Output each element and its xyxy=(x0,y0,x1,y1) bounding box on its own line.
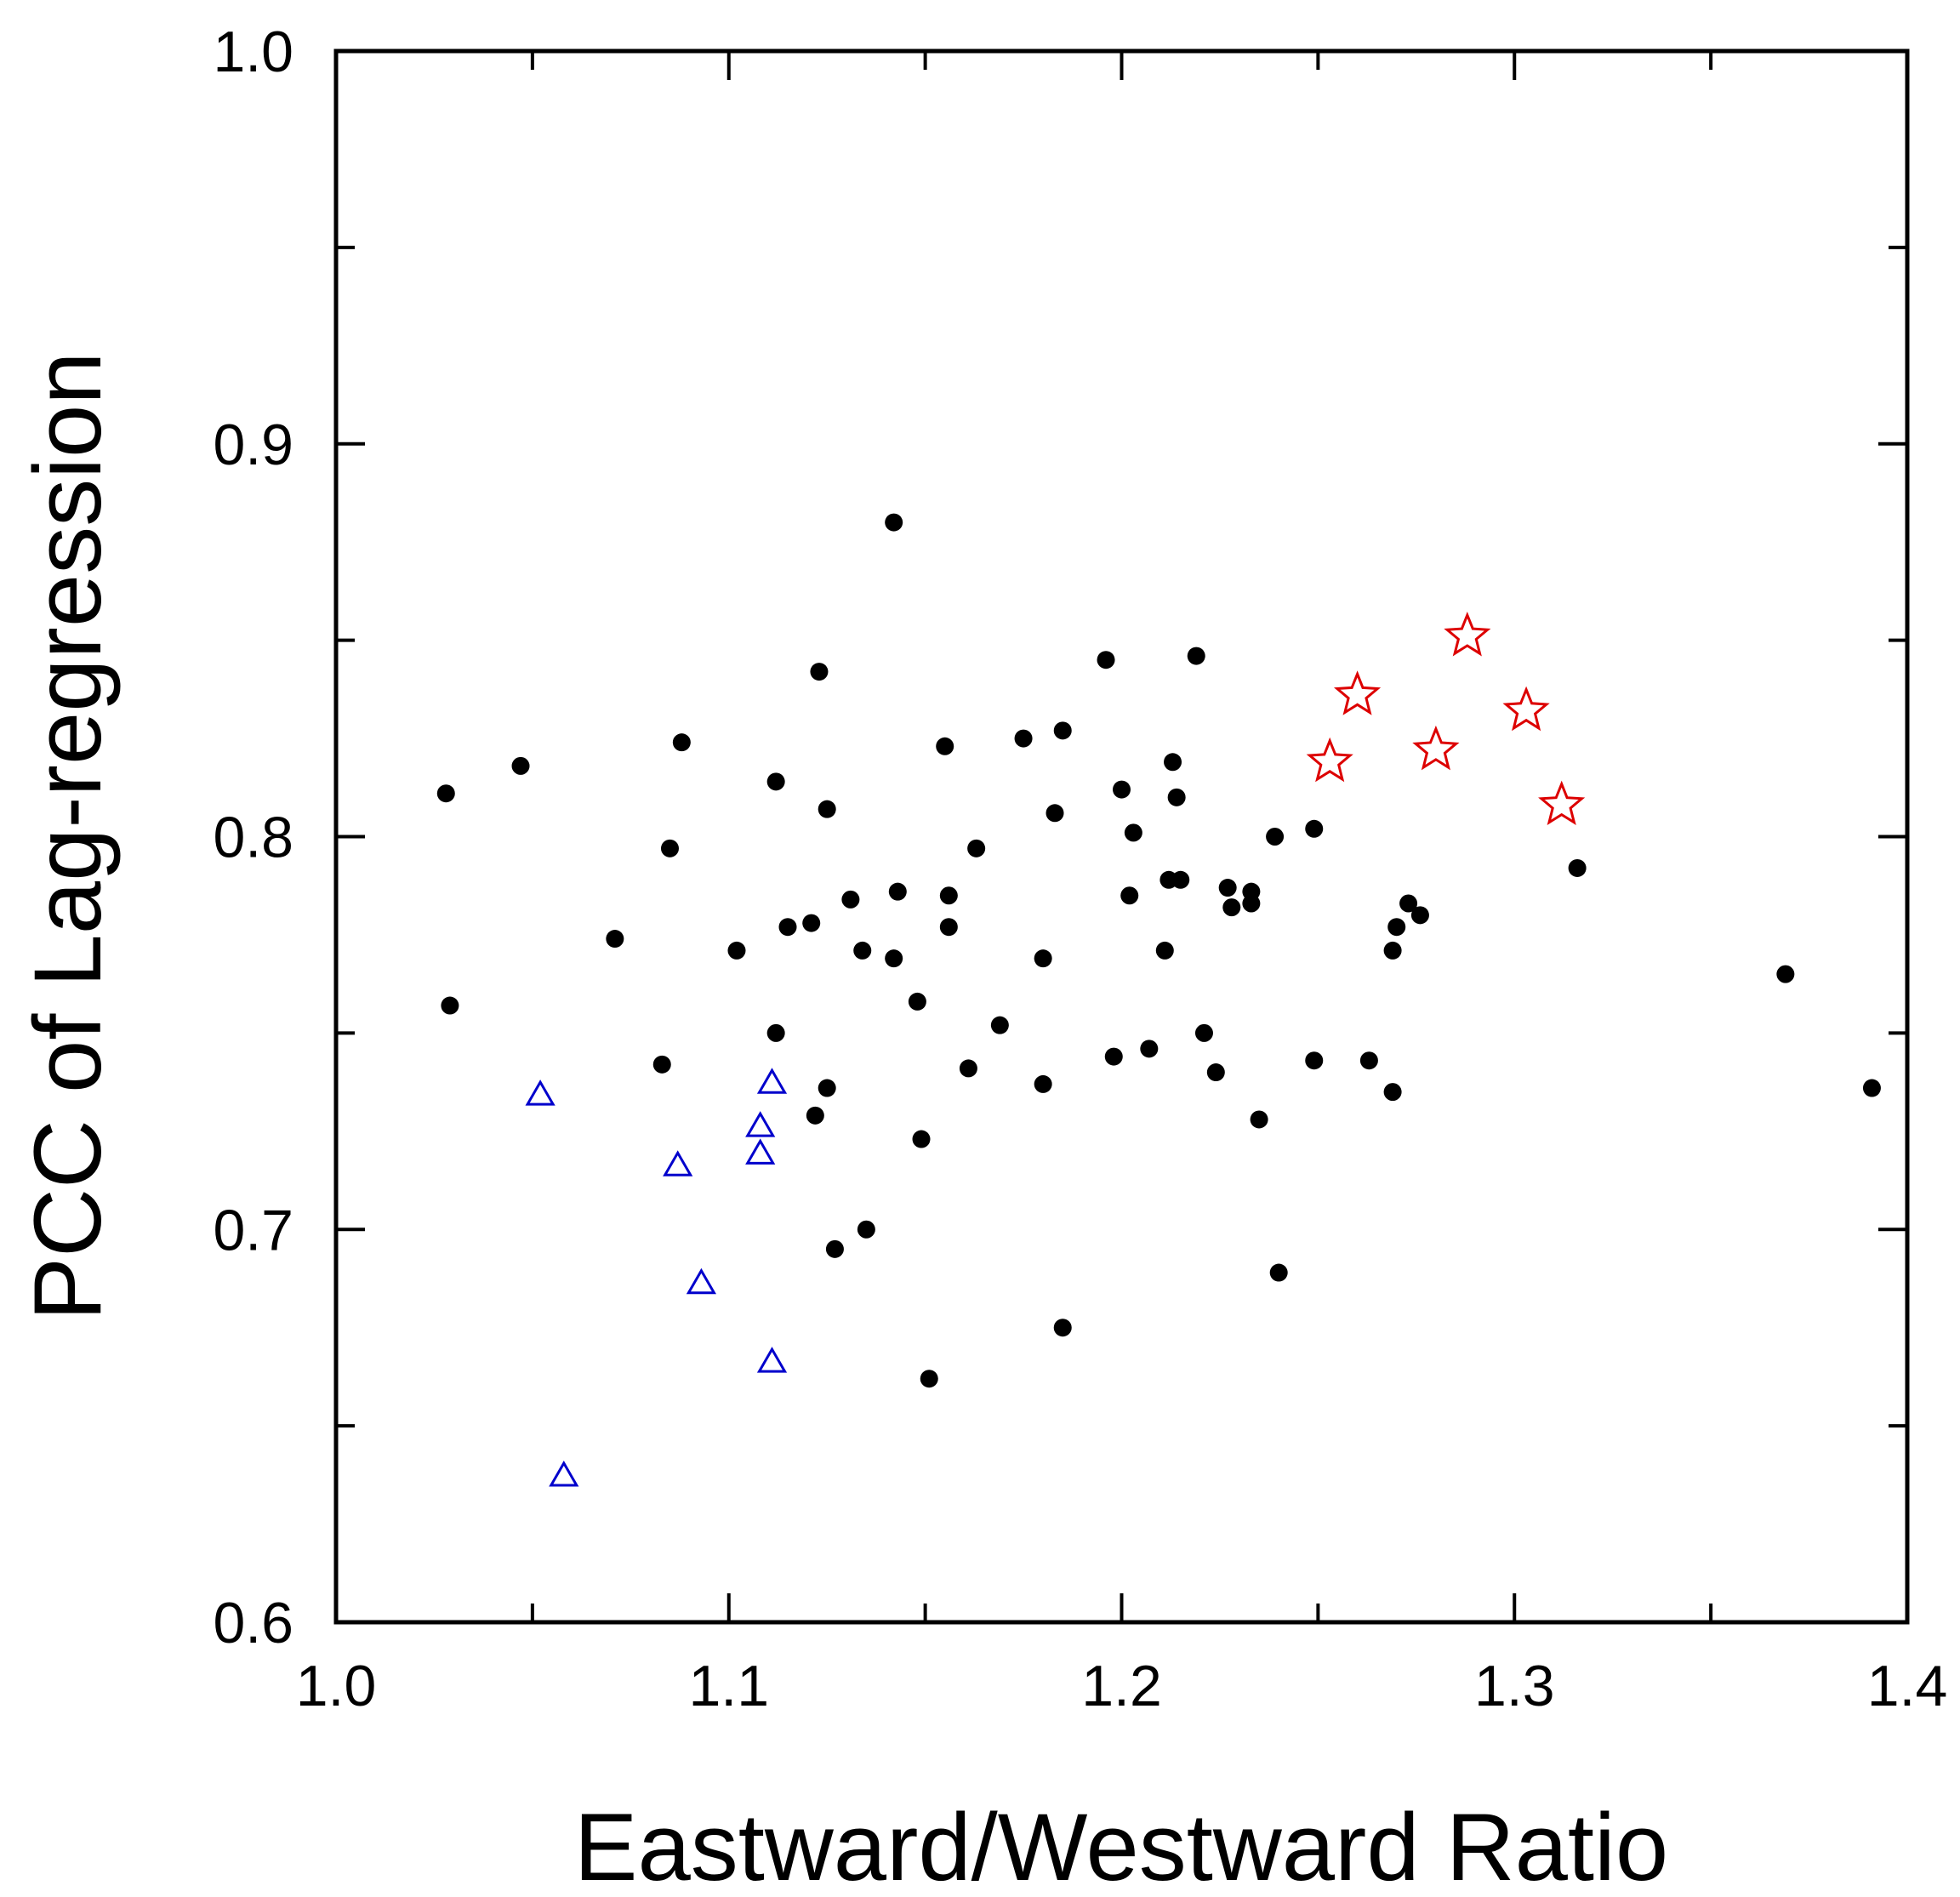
data-point-dot xyxy=(853,941,872,960)
data-point-dot xyxy=(606,930,624,948)
data-point-triangle xyxy=(663,1150,693,1176)
data-point-dot xyxy=(1187,647,1205,665)
y-tick-label: 1.0 xyxy=(213,20,293,84)
data-point-dot xyxy=(1097,651,1115,669)
data-point-dot xyxy=(1218,879,1237,897)
data-point-triangle xyxy=(549,1460,579,1487)
data-point-triangle xyxy=(745,1111,776,1137)
data-point-dot xyxy=(1305,819,1324,838)
data-point-dot xyxy=(1387,918,1406,937)
x-tick-label: 1.2 xyxy=(1081,1654,1162,1718)
data-point-dot xyxy=(818,800,836,818)
data-point-triangle xyxy=(756,1347,788,1373)
data-point-dot xyxy=(1206,1063,1225,1082)
data-point-dot xyxy=(818,1079,836,1097)
data-point-dot xyxy=(1053,1319,1072,1337)
data-point-dot xyxy=(857,1220,875,1239)
data-point-dot xyxy=(1014,729,1033,748)
data-point-star xyxy=(1412,725,1460,771)
data-point-triangle xyxy=(686,1268,716,1295)
data-point-dot xyxy=(1222,898,1241,917)
tick-labels: 1.0 1.1 1.2 1.3 1.4 0.6 0.7 0.8 0.9 1.0 xyxy=(213,20,1947,1718)
data-point-dot xyxy=(936,737,954,755)
data-point-dot xyxy=(888,882,907,901)
data-point-dot xyxy=(1383,941,1402,960)
data-point-triangle xyxy=(525,1080,556,1106)
x-tick-label: 1.4 xyxy=(1867,1654,1948,1718)
data-point-dot xyxy=(825,1239,844,1258)
data-point-dot xyxy=(1266,828,1285,846)
data-point-dot xyxy=(1124,823,1142,842)
data-point-dot xyxy=(1140,1040,1159,1058)
data-point-dot xyxy=(802,914,821,932)
data-point-dot xyxy=(1053,721,1072,740)
data-point-dot xyxy=(1034,949,1052,968)
data-point-dot xyxy=(1164,753,1182,772)
data-point-dot xyxy=(912,1130,931,1148)
data-point-dot xyxy=(1046,804,1064,823)
data-point-dot xyxy=(652,1055,671,1074)
x-axis-label: Eastward/Westward Ratio xyxy=(574,1794,1668,1897)
data-point-dot xyxy=(1171,870,1190,889)
data-point-triangle xyxy=(745,1138,776,1165)
data-point-dot xyxy=(1194,1023,1213,1042)
data-point-star xyxy=(1333,670,1382,715)
y-tick-label: 0.9 xyxy=(213,413,293,477)
data-point-dot xyxy=(766,772,785,791)
data-point-star xyxy=(1306,737,1353,783)
x-tick-label: 1.1 xyxy=(688,1654,769,1718)
data-point-dot xyxy=(672,733,691,752)
data-point-dot xyxy=(908,992,926,1011)
data-point-dot xyxy=(1242,894,1261,913)
data-point-dot xyxy=(885,949,903,968)
x-tick-label: 1.0 xyxy=(296,1654,377,1718)
data-point-star xyxy=(1538,780,1586,826)
data-point-dot xyxy=(1120,886,1139,905)
data-point-dot xyxy=(1104,1047,1123,1066)
data-point-dot xyxy=(1399,894,1418,913)
data-point-dot xyxy=(939,918,958,937)
data-point-triangle xyxy=(756,1068,788,1094)
x-tick-label: 1.3 xyxy=(1474,1654,1555,1718)
data-point-dot xyxy=(727,941,746,960)
data-point-dot xyxy=(1250,1110,1268,1129)
data-point-dot xyxy=(810,663,829,681)
data-point-dot xyxy=(967,839,986,857)
data-point-dot xyxy=(1269,1263,1288,1282)
data-point-dot xyxy=(885,513,903,532)
data-point-dot xyxy=(1034,1074,1052,1093)
y-tick-label: 0.7 xyxy=(213,1198,293,1262)
data-point-dot xyxy=(1305,1051,1324,1070)
y-axis-label: PCC of Lag-regression xyxy=(14,351,121,1320)
plot-frame xyxy=(333,48,1910,1625)
data-point-dot xyxy=(1568,858,1587,877)
data-point-dot xyxy=(441,996,459,1015)
y-tick-label: 0.8 xyxy=(213,806,293,870)
data-point-dot xyxy=(1155,941,1174,960)
data-point-dot xyxy=(939,886,958,905)
y-tick-label: 0.6 xyxy=(213,1591,293,1655)
data-point-dot xyxy=(511,756,530,775)
data-point-dot xyxy=(841,890,860,909)
data-point-dot xyxy=(1383,1083,1402,1102)
data-point-star xyxy=(1502,686,1550,732)
data-point-dot xyxy=(1862,1079,1881,1097)
data-point-dot xyxy=(1359,1051,1378,1070)
data-point-dot xyxy=(1776,965,1795,983)
data-point-dot xyxy=(436,784,455,803)
data-point-dot xyxy=(990,1016,1009,1034)
data-point-dot xyxy=(1167,788,1186,806)
axis-ticks xyxy=(334,49,1909,1624)
data-point-dot xyxy=(778,918,797,937)
data-markers xyxy=(436,513,1881,1487)
data-point-dot xyxy=(1410,906,1429,925)
data-point-dot xyxy=(1113,780,1131,799)
data-point-dot xyxy=(920,1370,938,1388)
data-point-dot xyxy=(660,839,679,857)
data-point-star xyxy=(1444,611,1491,657)
data-point-dot xyxy=(806,1106,824,1125)
data-point-dot xyxy=(766,1023,785,1042)
data-point-dot xyxy=(959,1059,977,1078)
